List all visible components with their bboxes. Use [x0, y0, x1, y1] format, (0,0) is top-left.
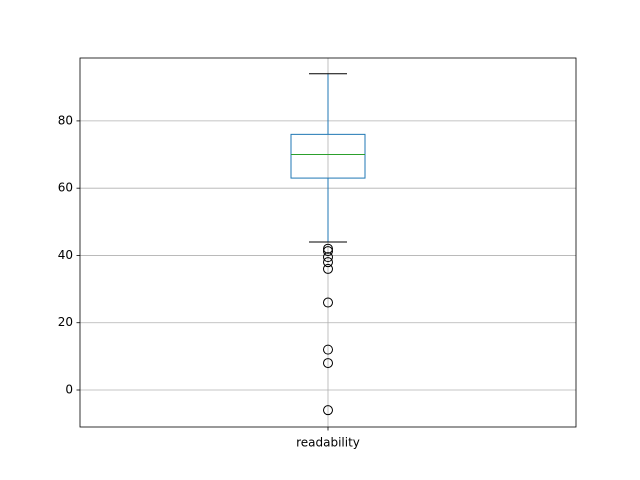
outlier [323, 252, 333, 263]
plot-frame [79, 57, 577, 428]
outlier [323, 263, 333, 274]
outlier [323, 358, 333, 369]
box [290, 133, 366, 179]
y-tick-label: 60 [58, 181, 73, 195]
outlier [323, 257, 333, 268]
outlier [323, 243, 333, 254]
y-tick-label: 40 [58, 248, 73, 262]
y-tick-label: 20 [58, 315, 73, 329]
outlier [323, 405, 333, 416]
y-tick-label: 80 [58, 113, 73, 127]
y-tick-label: 0 [65, 382, 73, 396]
outlier [323, 297, 333, 308]
x-tick-label: readability [296, 436, 360, 450]
outlier [323, 246, 333, 257]
outlier [323, 344, 333, 355]
